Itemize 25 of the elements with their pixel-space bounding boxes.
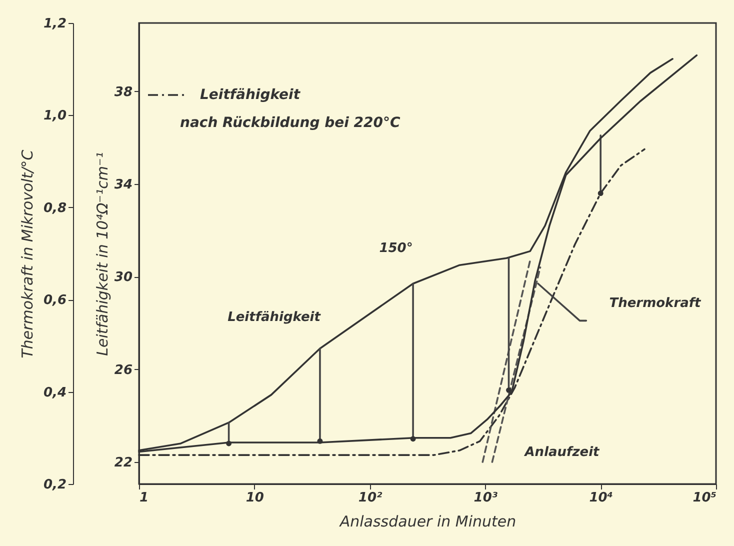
x-axis-title: Anlassdauer in Minuten — [338, 512, 516, 530]
y-tick-label: 34 — [114, 178, 132, 193]
x-tick-label: 10⁵ — [692, 490, 717, 506]
y2-tick-label: 0,2 — [43, 478, 66, 492]
y-tick-label: 30 — [114, 270, 132, 286]
y2-tick-label: 1,2 — [43, 16, 66, 32]
x-tick-label: 10 — [246, 490, 264, 506]
x-tick-label: 10⁴ — [589, 490, 614, 506]
y-tick-label: 22 — [114, 455, 132, 470]
y2-tick-label: 0,6 — [43, 293, 66, 308]
y-tick-label: 38 — [114, 84, 132, 100]
y-axis-title: Leitfähigkeit in 10⁴Ω⁻¹cm⁻¹ — [93, 152, 112, 356]
y2-tick-label: 0,8 — [43, 200, 66, 216]
y2-tick-label: 1,0 — [43, 108, 66, 124]
annotation: Thermokraft — [609, 296, 702, 311]
annotation: 150° — [379, 241, 413, 256]
annotation: Anlaufzeit — [524, 445, 600, 460]
y2-tick-label: 0,4 — [43, 385, 66, 400]
x-tick-label: 10² — [358, 490, 382, 506]
y-tick-label: 26 — [114, 362, 132, 378]
y2-axis-title: Thermokraft in Mikrovolt/°C — [18, 149, 36, 358]
legend-label: Leitfähigkeit nach Rückbildung bei 220°C — [180, 87, 402, 131]
x-tick-label: 10³ — [474, 490, 498, 506]
annotation: Leitfähigkeit — [228, 310, 322, 325]
x-tick-label: 1 — [140, 490, 149, 506]
